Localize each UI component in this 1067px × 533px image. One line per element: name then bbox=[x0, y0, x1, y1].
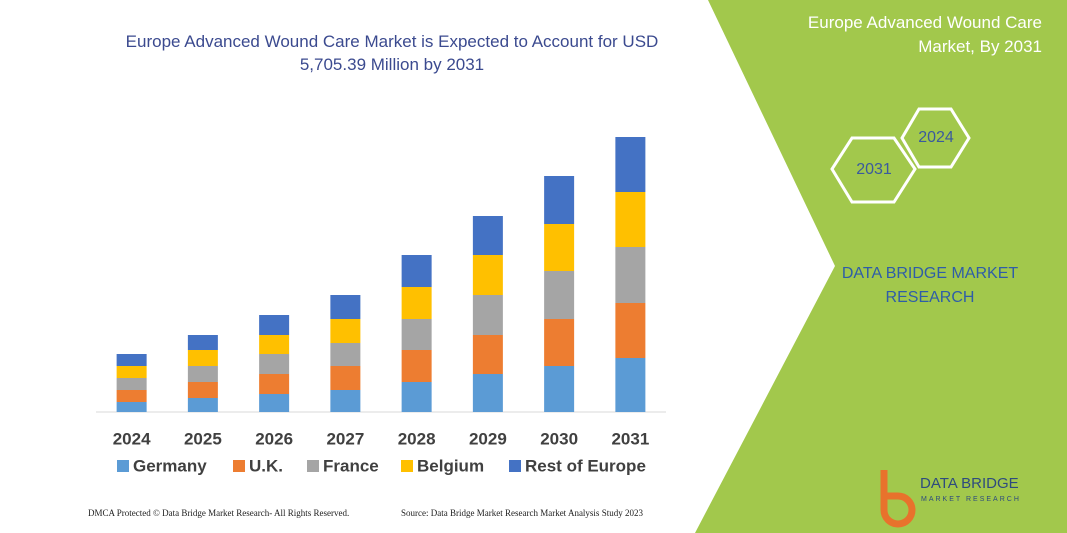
legend-swatch bbox=[117, 460, 129, 472]
bar-segment bbox=[544, 271, 575, 319]
bar-segment bbox=[259, 374, 290, 394]
legend-label: France bbox=[323, 456, 379, 475]
bar-segment bbox=[116, 378, 147, 390]
x-tick-label: 2025 bbox=[184, 429, 222, 448]
bar-segment bbox=[187, 366, 218, 382]
x-tick-label: 2027 bbox=[326, 429, 364, 448]
bar-segment bbox=[259, 335, 290, 354]
logo-icon bbox=[880, 470, 916, 528]
hex-label: 2031 bbox=[856, 161, 892, 178]
bar-segment bbox=[330, 319, 361, 343]
bar-segment bbox=[472, 216, 503, 255]
legend-label: Germany bbox=[133, 456, 207, 475]
x-tick-label: 2031 bbox=[611, 429, 649, 448]
hex-label: 2024 bbox=[918, 129, 954, 146]
hexagon bbox=[900, 107, 971, 169]
x-tick-label: 2028 bbox=[398, 429, 436, 448]
bar-segment bbox=[401, 287, 432, 319]
bar-segment bbox=[472, 255, 503, 295]
chart-title: Europe Advanced Wound Care Market is Exp… bbox=[125, 32, 659, 74]
bar-segment bbox=[116, 354, 147, 366]
bar-segment bbox=[615, 192, 646, 247]
bar-segment bbox=[187, 382, 218, 398]
x-tick-label: 2026 bbox=[255, 429, 293, 448]
bar-segment bbox=[401, 382, 432, 412]
legend-swatch bbox=[401, 460, 413, 472]
bar-segment bbox=[330, 366, 361, 390]
legend-swatch bbox=[233, 460, 245, 472]
bar-segment bbox=[401, 255, 432, 287]
bar-segment bbox=[472, 295, 503, 335]
bar-segment bbox=[187, 335, 218, 350]
bar-segment bbox=[401, 350, 432, 382]
legend-swatch bbox=[509, 460, 521, 472]
bar-segment bbox=[615, 303, 646, 358]
panel-title: Europe Advanced Wound Care Market, By 20… bbox=[807, 13, 1042, 56]
bar-segment bbox=[615, 247, 646, 303]
side-panel bbox=[695, 0, 1067, 533]
bar-segment bbox=[615, 358, 646, 412]
hexagon bbox=[830, 136, 917, 204]
bar-segment bbox=[259, 315, 290, 335]
bar-segment bbox=[259, 354, 290, 374]
bar-segment bbox=[330, 343, 361, 366]
bar-segment bbox=[615, 137, 646, 192]
logo-sub: MARKET RESEARCH bbox=[921, 496, 1021, 503]
bar-segment bbox=[116, 390, 147, 402]
legend-label: U.K. bbox=[249, 456, 283, 475]
bar-segment bbox=[187, 350, 218, 366]
brand: DATA BRIDGE MARKET RESEARCH bbox=[841, 265, 1019, 306]
bar-segment bbox=[116, 366, 147, 378]
legend-swatch bbox=[307, 460, 319, 472]
bar-segment bbox=[544, 319, 575, 366]
bar-segment bbox=[544, 366, 575, 412]
footer-source: Source: Data Bridge Market Research Mark… bbox=[401, 508, 643, 518]
bar-segment bbox=[116, 402, 147, 412]
legend-label: Rest of Europe bbox=[525, 456, 646, 475]
bar-segment bbox=[330, 390, 361, 412]
bar-segment bbox=[472, 335, 503, 374]
logo-name: DATA BRIDGE bbox=[920, 475, 1019, 492]
bar-segment bbox=[259, 394, 290, 412]
footer-copyright: DMCA Protected © Data Bridge Market Rese… bbox=[88, 508, 349, 518]
x-tick-label: 2030 bbox=[540, 429, 578, 448]
x-tick-label: 2029 bbox=[469, 429, 507, 448]
bar-segment bbox=[187, 398, 218, 412]
bar-segment bbox=[330, 295, 361, 319]
bar-segment bbox=[544, 176, 575, 224]
legend-label: Belgium bbox=[417, 456, 484, 475]
bar-segment bbox=[401, 319, 432, 350]
x-tick-label: 2024 bbox=[113, 429, 151, 448]
bar-segment bbox=[472, 374, 503, 412]
bar-segment bbox=[544, 224, 575, 271]
